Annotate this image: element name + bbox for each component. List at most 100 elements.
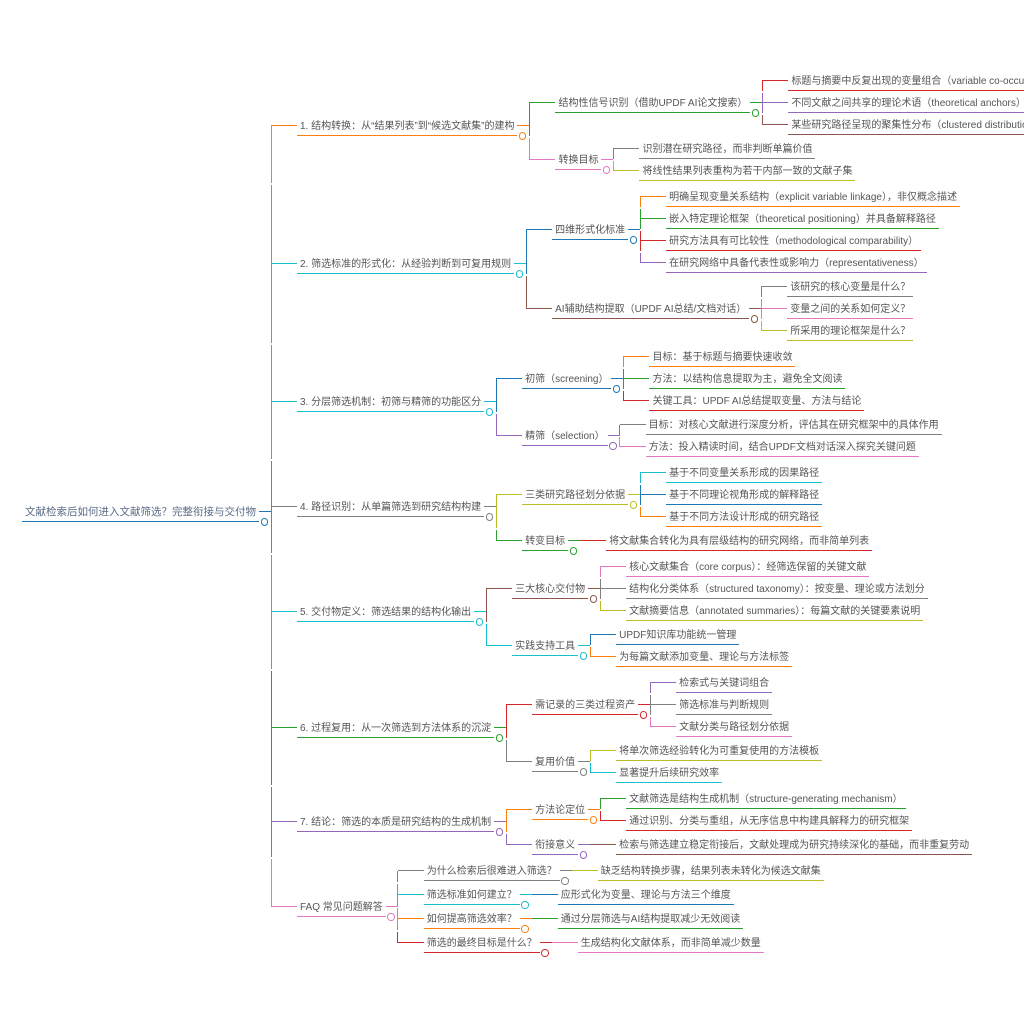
- mindmap-node[interactable]: 在研究网络中具备代表性或影响力（representativeness）: [666, 253, 927, 273]
- mindmap-branch: AI辅助结构提取（UPDF AI总结/文档对话） 该研究的核心变量是什么？ 变量之间…: [525, 276, 972, 342]
- mindmap-node[interactable]: 基于不同方法设计形成的研究路径: [666, 507, 823, 527]
- mindmap-node[interactable]: 初筛（screening）: [522, 369, 621, 393]
- mindmap-node[interactable]: 关键工具：UPDF AI总结提取变量、方法与结论: [649, 391, 865, 411]
- mindmap-node[interactable]: 不同文献之间共享的理论术语（theoretical anchors）: [788, 93, 1024, 113]
- mindmap-node[interactable]: 转变目标: [522, 531, 578, 555]
- mindmap-node[interactable]: 检索式与关键词组合: [676, 673, 773, 693]
- mindmap-node[interactable]: 将文献集合转化为具有层级结构的研究网络，而非简单列表: [606, 531, 873, 551]
- mindmap-node[interactable]: 筛选的最终目标是什么？: [423, 933, 549, 957]
- collapse-toggle-icon[interactable]: [569, 547, 578, 555]
- mindmap-subtree: 目标：基于标题与摘要快速收敛: [649, 347, 807, 367]
- collapse-toggle-icon[interactable]: [495, 734, 504, 742]
- collapse-toggle-icon[interactable]: [751, 109, 760, 117]
- collapse-toggle-icon[interactable]: [602, 166, 611, 174]
- mindmap-node[interactable]: 方法论定位: [532, 800, 598, 824]
- mindmap-node[interactable]: 复用价值: [532, 752, 588, 776]
- mindmap-node[interactable]: 实践支持工具: [512, 636, 588, 660]
- mindmap-node[interactable]: 如何提高筛选效率？: [423, 909, 529, 933]
- mindmap-node[interactable]: 核心文献集合（core corpus）：经筛选保留的关键文献: [626, 557, 870, 577]
- mindmap-node[interactable]: 该研究的核心变量是什么？: [787, 277, 914, 297]
- mindmap-node[interactable]: 3. 分层筛选机制：初筛与精筛的功能区分: [297, 392, 494, 416]
- mindmap-node[interactable]: 文献筛选是结构生成机制（structure-generating mechani…: [626, 789, 906, 809]
- mindmap-node[interactable]: 结构化分类体系（structured taxonomy）：按变量、理论或方法划分: [626, 579, 928, 599]
- mindmap-node[interactable]: 将单次筛选经验转化为可重复使用的方法模板: [616, 741, 823, 761]
- mindmap-node[interactable]: 文献摘要信息（annotated summaries）：每篇文献的关键要素说明: [626, 601, 924, 621]
- mindmap-node[interactable]: 精筛（selection）: [522, 426, 617, 450]
- mindmap-node-label: 三类研究路径划分依据: [525, 490, 626, 501]
- mindmap-node[interactable]: 1. 结构转换：从“结果列表”到“候选文献集”的建构: [297, 116, 527, 140]
- collapse-toggle-icon[interactable]: [260, 518, 268, 526]
- mindmap-node[interactable]: 某些研究路径呈现的聚集性分布（clustered distribution）: [788, 115, 1024, 135]
- mindmap-node[interactable]: 三类研究路径划分依据: [522, 485, 638, 509]
- mindmap-node[interactable]: 三大核心交付物: [512, 579, 598, 603]
- mindmap-node[interactable]: 明确呈现变量关系结构（explicit variable linkage），非仅…: [666, 187, 960, 207]
- mindmap-node[interactable]: 通过识别、分类与重组，从无序信息中构建具解释力的研究框架: [626, 811, 913, 831]
- collapse-toggle-icon[interactable]: [475, 618, 484, 626]
- mindmap-branch: 2. 筛选标准的形式化：从经验判断到可复用规则 四维形式化标准 明确呈现变量关系结构…: [270, 185, 1024, 343]
- collapse-toggle-icon[interactable]: [387, 913, 395, 921]
- mindmap-node[interactable]: 衔接意义: [532, 835, 588, 859]
- mindmap-node[interactable]: 4. 路径识别：从单篇筛选到研究结构构建: [297, 497, 494, 521]
- collapse-toggle-icon[interactable]: [495, 828, 504, 836]
- mindmap-node[interactable]: 结构性信号识别（借助UPDF AI论文搜索）: [555, 93, 760, 117]
- mindmap-node[interactable]: 嵌入特定理论框架（theoretical positioning）并具备解释路径: [666, 209, 939, 229]
- mindmap-node[interactable]: 显著提升后续研究效率: [616, 763, 723, 783]
- mindmap-node[interactable]: 方法：以结构信息提取为主，避免全文阅读: [649, 369, 846, 389]
- mindmap-node[interactable]: 四维形式化标准: [552, 220, 638, 244]
- collapse-toggle-icon[interactable]: [589, 816, 598, 824]
- collapse-toggle-icon[interactable]: [518, 132, 527, 140]
- collapse-toggle-icon[interactable]: [541, 949, 549, 957]
- collapse-toggle-icon[interactable]: [579, 851, 588, 859]
- mindmap-node[interactable]: 识别潜在研究路径，而非判断单篇价值: [639, 139, 816, 159]
- mindmap-node[interactable]: 将线性结果列表重构为若干内部一致的文献子集: [639, 161, 856, 181]
- mindmap-node[interactable]: 通过分层筛选与AI结构提取减少无效阅读: [557, 909, 744, 929]
- collapse-toggle-icon[interactable]: [612, 385, 621, 393]
- mindmap-node[interactable]: 文献检索后如何进入文献筛选？完整衔接与交付物: [22, 502, 268, 526]
- mindmap-node[interactable]: 基于不同变量关系形成的因果路径: [666, 463, 823, 483]
- collapse-toggle-icon[interactable]: [515, 270, 524, 278]
- mindmap-node[interactable]: FAQ 常见问题解答: [297, 897, 395, 921]
- collapse-toggle-icon[interactable]: [629, 236, 638, 244]
- mindmap-subtree: 某些研究路径呈现的聚集性分布（clustered distribution）: [788, 115, 1024, 135]
- mindmap-node[interactable]: 缺乏结构转换步骤，结果列表未转化为候选文献集: [597, 861, 824, 881]
- mindmap-node[interactable]: UPDF知识库功能统一管理: [616, 625, 740, 645]
- mindmap-node[interactable]: 需记录的三类过程资产: [532, 695, 648, 719]
- collapse-toggle-icon[interactable]: [485, 513, 494, 521]
- collapse-toggle-icon[interactable]: [485, 408, 494, 416]
- mindmap-branch: 为每篇文献添加变量、理论与方法标签: [589, 647, 804, 667]
- mindmap-node[interactable]: 标题与摘要中反复出现的变量组合（variable co-occurrence p…: [788, 71, 1024, 91]
- mindmap-node[interactable]: 5. 交付物定义：筛选结果的结构化输出: [297, 602, 484, 626]
- mindmap-node-label: 通过识别、分类与重组，从无序信息中构建具解释力的研究框架: [629, 816, 910, 827]
- mindmap-node[interactable]: 7. 结论：筛选的本质是研究结构的生成机制: [297, 812, 504, 836]
- mindmap-node[interactable]: 转换目标: [555, 150, 611, 174]
- mindmap-node[interactable]: 文献分类与路径划分依据: [676, 717, 793, 737]
- mindmap-node[interactable]: 检索与筛选建立稳定衔接后，文献处理成为研究持续深化的基础，而非重复劳动: [616, 835, 973, 855]
- mindmap-node[interactable]: 方法：投入精读时间，结合UPDF文档对话深入探究关键问题: [645, 437, 919, 457]
- collapse-toggle-icon[interactable]: [521, 901, 529, 909]
- collapse-toggle-icon[interactable]: [629, 501, 638, 509]
- mindmap-node[interactable]: 为每篇文献添加变量、理论与方法标签: [616, 647, 793, 667]
- collapse-toggle-icon[interactable]: [589, 595, 598, 603]
- mindmap-node[interactable]: 筛选标准与判断规则: [676, 695, 773, 715]
- mindmap-node[interactable]: 应形式化为变量、理论与方法三个维度: [557, 885, 734, 905]
- mindmap-node[interactable]: 为什么检索后很难进入筛选？: [423, 861, 569, 885]
- collapse-toggle-icon[interactable]: [579, 768, 588, 776]
- mindmap-node[interactable]: 研究方法具有可比较性（methodological comparability）: [666, 231, 922, 251]
- mindmap-node[interactable]: 2. 筛选标准的形式化：从经验判断到可复用规则: [297, 254, 524, 278]
- mindmap-node[interactable]: 6. 过程复用：从一次筛选到方法体系的沉淀: [297, 718, 504, 742]
- collapse-toggle-icon[interactable]: [561, 877, 569, 885]
- mindmap-node[interactable]: 基于不同理论视角形成的解释路径: [666, 485, 823, 505]
- mindmap-node[interactable]: 筛选标准如何建立？: [423, 885, 529, 909]
- mindmap-node[interactable]: 目标：对核心文献进行深度分析，评估其在研究框架中的具体作用: [645, 415, 942, 435]
- mindmap-node[interactable]: 所采用的理论框架是什么？: [787, 321, 914, 341]
- mindmap-node[interactable]: AI辅助结构提取（UPDF AI总结/文档对话）: [552, 299, 759, 323]
- collapse-toggle-icon[interactable]: [579, 652, 588, 660]
- mindmap-node[interactable]: 变量之间的关系如何定义？: [787, 299, 914, 319]
- collapse-toggle-icon[interactable]: [609, 442, 617, 450]
- collapse-toggle-icon[interactable]: [521, 925, 529, 933]
- collapse-toggle-icon[interactable]: [639, 711, 648, 719]
- mindmap-node[interactable]: 目标：基于标题与摘要快速收敛: [649, 347, 796, 367]
- collapse-toggle-icon[interactable]: [750, 315, 759, 323]
- mindmap-node[interactable]: 生成结构化文献体系，而非简单减少数量: [577, 933, 764, 953]
